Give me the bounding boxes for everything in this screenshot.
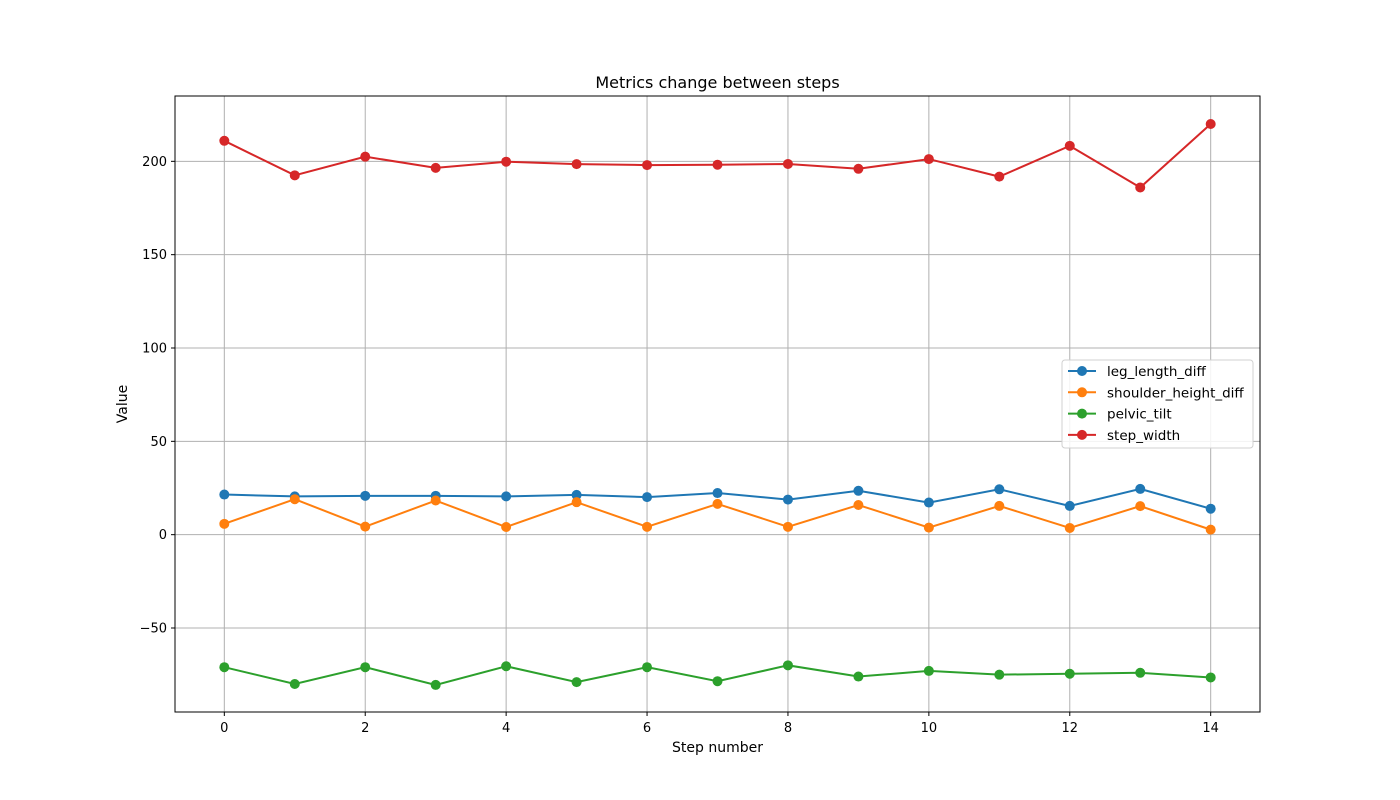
data-point	[642, 662, 653, 673]
data-point	[923, 154, 934, 165]
legend-swatch-marker	[1077, 387, 1087, 398]
data-point	[1064, 500, 1075, 511]
chart-title: Metrics change between steps	[595, 73, 839, 92]
legend-item: pelvic_tilt	[1068, 407, 1172, 423]
x-tick-label: 4	[502, 721, 510, 736]
data-point	[1205, 524, 1216, 535]
x-tick-label: 8	[784, 721, 792, 736]
legend-swatch-marker	[1077, 408, 1087, 419]
data-point	[571, 497, 582, 508]
data-point	[994, 484, 1005, 495]
x-axis-label: Step number	[672, 740, 763, 756]
x-tick-label: 6	[643, 721, 651, 736]
data-point	[289, 679, 300, 689]
series-layer	[219, 119, 1216, 690]
series-shoulder_height_diff	[219, 494, 1216, 535]
y-tick-label: 0	[159, 528, 167, 543]
legend-label: pelvic_tilt	[1107, 407, 1172, 423]
data-point	[571, 677, 582, 688]
series-step_width	[219, 119, 1216, 193]
legend-swatch-marker	[1077, 366, 1087, 376]
data-point	[501, 491, 512, 502]
data-point	[219, 662, 230, 673]
y-tick-label: 150	[142, 248, 167, 263]
legend-item: shoulder_height_diff	[1068, 385, 1244, 401]
data-point	[360, 151, 371, 162]
data-point	[571, 489, 582, 500]
legend-label: leg_length_diff	[1107, 364, 1206, 380]
y-tick-label: 100	[142, 342, 167, 357]
data-point	[712, 488, 723, 499]
axis-ticks: 0 2 4 6 8 10 12 14 −50 0 50 100 150 200	[140, 155, 1219, 736]
data-point	[219, 489, 230, 500]
legend: leg_length_diff shoulder_height_diffpelvi…	[1061, 359, 1254, 449]
data-point	[1135, 483, 1146, 494]
x-tick-label: 0	[220, 721, 228, 736]
data-point	[923, 497, 934, 508]
data-point	[1205, 119, 1216, 129]
data-point	[994, 171, 1005, 182]
data-point	[360, 521, 371, 532]
data-point	[994, 500, 1005, 511]
legend-label: shoulder_height_diff	[1107, 385, 1244, 401]
data-point	[712, 159, 723, 170]
series-line	[223, 123, 1212, 189]
data-point	[360, 490, 371, 501]
x-tick-label: 14	[1202, 721, 1219, 736]
data-point	[853, 485, 864, 496]
data-point	[853, 671, 864, 682]
plot-frame	[174, 95, 1261, 713]
data-point	[923, 522, 934, 533]
data-point	[782, 158, 793, 169]
y-tick-label: −50	[140, 622, 167, 637]
data-point	[501, 522, 512, 533]
data-point	[994, 669, 1005, 680]
data-point	[642, 492, 653, 503]
data-point	[1064, 668, 1075, 679]
data-point	[782, 494, 793, 505]
data-point	[1064, 522, 1075, 533]
data-point	[501, 661, 512, 672]
data-point	[712, 676, 723, 687]
x-tick-label: 2	[361, 721, 369, 736]
data-point	[289, 170, 300, 181]
legend-item: leg_length_diff	[1068, 364, 1206, 380]
data-point	[642, 521, 653, 532]
data-point	[571, 159, 582, 170]
data-point	[219, 135, 230, 146]
data-point	[782, 660, 793, 671]
data-point	[642, 160, 653, 171]
y-axis-label: Value	[115, 385, 131, 423]
y-tick-label: 50	[150, 435, 167, 450]
data-point	[501, 156, 512, 167]
legend-swatch-marker	[1077, 429, 1087, 440]
y-tick-label: 200	[142, 155, 167, 170]
data-point	[430, 679, 441, 690]
legend-label: step_width	[1107, 428, 1180, 444]
x-tick-label: 12	[1061, 721, 1078, 736]
series-pelvic_tilt	[219, 660, 1216, 690]
data-point	[1135, 182, 1146, 193]
data-point	[1135, 501, 1146, 512]
data-point	[853, 499, 864, 510]
data-point	[1205, 503, 1216, 514]
data-point	[430, 162, 441, 173]
data-point	[853, 163, 864, 174]
data-point	[712, 498, 723, 509]
data-point	[782, 521, 793, 532]
x-tick-label: 10	[921, 721, 938, 736]
legend-item: step_width	[1068, 428, 1180, 444]
data-point	[360, 662, 371, 673]
data-point	[1064, 140, 1075, 151]
series-leg_length_diff	[219, 483, 1216, 514]
data-point	[923, 665, 934, 676]
data-point	[430, 495, 441, 506]
data-point	[289, 494, 300, 505]
data-point	[1205, 672, 1216, 683]
data-point	[1135, 667, 1146, 678]
data-point	[219, 518, 230, 529]
legend-box	[1061, 359, 1254, 449]
